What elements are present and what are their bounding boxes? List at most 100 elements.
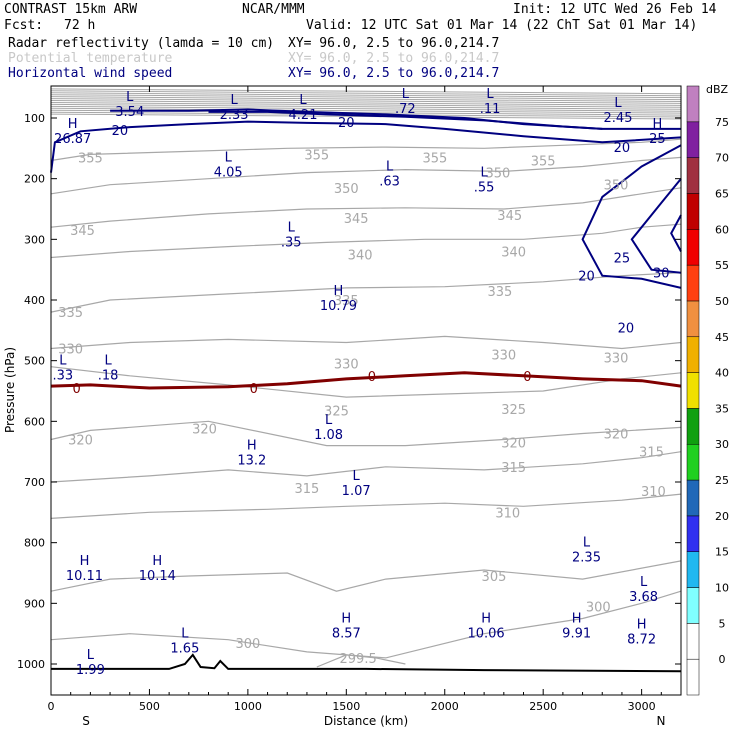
model-title: CONTRAST 15km ARW xyxy=(4,2,137,17)
contour-value-label: 305 xyxy=(482,570,507,585)
theta-contour-line xyxy=(50,493,682,519)
extremum-type-label: L xyxy=(583,536,591,551)
extremum-value-label: 2.35 xyxy=(572,551,601,566)
contour-value-label: 335 xyxy=(58,306,83,321)
y-tick-label: 1000 xyxy=(17,658,45,671)
extremum-type-label: L xyxy=(614,96,622,111)
extremum-type-label: H xyxy=(652,117,662,132)
extremum-type-label: H xyxy=(247,439,257,454)
extremum-type-label: L xyxy=(353,469,361,484)
extremum-value-label: 1.99 xyxy=(76,663,105,678)
colorbar-level-label: 70 xyxy=(715,152,729,165)
extremum-value-label: 10.11 xyxy=(66,569,103,584)
extremum-value-label: 13.2 xyxy=(237,454,266,469)
theta-band-line xyxy=(50,96,682,102)
wind-contour-line xyxy=(581,144,682,289)
extremum-type-label: L xyxy=(386,160,394,175)
y-tick-label: 800 xyxy=(24,537,45,550)
extremum-value-label: .35 xyxy=(281,235,302,250)
contour-value-label: 0 xyxy=(523,370,531,385)
valid-time: Valid: 12 UTC Sat 01 Mar 14 (22 ChT Sat … xyxy=(306,18,697,33)
contour-value-label: 350 xyxy=(485,167,510,182)
extremum-type-label: L xyxy=(104,354,112,369)
contour-value-label: 355 xyxy=(422,151,447,166)
contour-value-label: 310 xyxy=(641,485,666,500)
extremum-value-label: .11 xyxy=(480,102,501,117)
theta-contour-line xyxy=(50,590,682,659)
y-tick-label: 100 xyxy=(24,112,45,125)
center-name: NCAR/MMM xyxy=(242,2,305,17)
extremum-value-label: 8.72 xyxy=(627,633,656,648)
extremum-type-label: L xyxy=(481,166,489,181)
theta-contour-line xyxy=(50,156,682,195)
theta-band-line xyxy=(50,100,682,106)
contour-value-label: 315 xyxy=(501,461,526,476)
colorbar-level-label: 35 xyxy=(715,402,729,415)
field-name-wind: Horizontal wind speed xyxy=(8,66,172,81)
colorbar-swatch xyxy=(686,300,700,338)
colorbar-swatch xyxy=(686,193,700,230)
y-tick-label: 700 xyxy=(24,476,45,489)
contour-value-label: 20 xyxy=(578,270,595,285)
extremum-value-label: 1.08 xyxy=(314,428,343,443)
contour-value-label: 20 xyxy=(338,116,355,131)
contour-value-label: 320 xyxy=(192,423,217,438)
x-tick-label: 1000 xyxy=(234,700,262,713)
wind-contour-line xyxy=(630,178,682,274)
theta-contour-line xyxy=(50,223,682,259)
contour-value-label: 320 xyxy=(501,437,526,452)
contour-value-label: 310 xyxy=(495,506,520,521)
field-name-reflectivity: Radar reflectivity (lamda = 10 cm) xyxy=(8,36,274,51)
colorbar-level-label: 55 xyxy=(715,259,729,272)
theta-band-line xyxy=(50,88,682,95)
fcst-value: 72 h xyxy=(64,18,95,33)
colorbar-level-label: 25 xyxy=(715,474,729,487)
y-tick-label: 900 xyxy=(24,597,45,610)
x-tick-label: 2000 xyxy=(431,700,459,713)
extremum-type-label: L xyxy=(181,627,189,642)
wind-contour-line xyxy=(208,110,603,130)
colorbar-swatch xyxy=(686,443,700,481)
extremum-value-label: 10.06 xyxy=(467,627,504,642)
init-time: Init: 12 UTC Wed 26 Feb 14 xyxy=(513,2,717,17)
contour-value-label: 0 xyxy=(368,370,376,385)
field-xy-reflectivity: XY= 96.0, 2.5 to 96.0,214.7 xyxy=(288,36,499,51)
wind-contours xyxy=(50,108,682,289)
colorbar-level-label: 30 xyxy=(715,438,729,451)
extremum-value-label: 9.91 xyxy=(562,627,591,642)
south-end-label: S xyxy=(82,714,90,728)
colorbar-level-label: 5 xyxy=(719,617,726,630)
contour-value-label: 335 xyxy=(487,285,512,300)
contour-value-label: 20 xyxy=(618,321,635,336)
x-tick-label: 1500 xyxy=(332,700,360,713)
extremum-type-label: L xyxy=(230,93,238,108)
extremum-type-label: L xyxy=(640,575,648,590)
contour-value-label: 355 xyxy=(531,154,556,169)
reflectivity-colorbar: dBZ 0 5 10 15 20 25 30 35 40 45 50 55 60 65 70 75 xyxy=(686,83,729,696)
terrain-line xyxy=(51,653,682,673)
contour-value-label: 350 xyxy=(604,179,629,194)
extremum-value-label: 3.68 xyxy=(629,590,658,605)
contour-value-label: 340 xyxy=(348,249,373,264)
extremum-type-label: L xyxy=(59,354,67,369)
contour-value-label: 330 xyxy=(58,343,83,358)
extremum-value-label: 8.57 xyxy=(332,627,361,642)
plot-area xyxy=(51,86,681,695)
theta-contour-line xyxy=(50,335,682,350)
colorbar-swatch xyxy=(686,336,700,373)
colorbar-level-label: 75 xyxy=(715,116,729,129)
contour-labels: 20 20 20 20 20 25 30 355 355 355 355 350 350 350 345 34… xyxy=(58,116,669,667)
extremum-type-label: L xyxy=(126,90,134,105)
theta-band-line xyxy=(50,107,682,114)
theta-contour-line xyxy=(50,451,682,483)
extremum-type-label: L xyxy=(402,87,410,102)
extremum-value-label: 10.79 xyxy=(320,299,357,314)
colorbar-level-label: 50 xyxy=(715,295,729,308)
extremum-value-label: 25 xyxy=(649,132,666,147)
contour-value-label: 0 xyxy=(250,382,258,397)
extremum-value-label: 4.05 xyxy=(214,166,243,181)
extremum-type-label: H xyxy=(68,117,78,132)
header: CONTRAST 15km ARW NCAR/MMM Init: 12 UTC … xyxy=(4,2,717,81)
colorbar-swatch xyxy=(686,658,700,696)
